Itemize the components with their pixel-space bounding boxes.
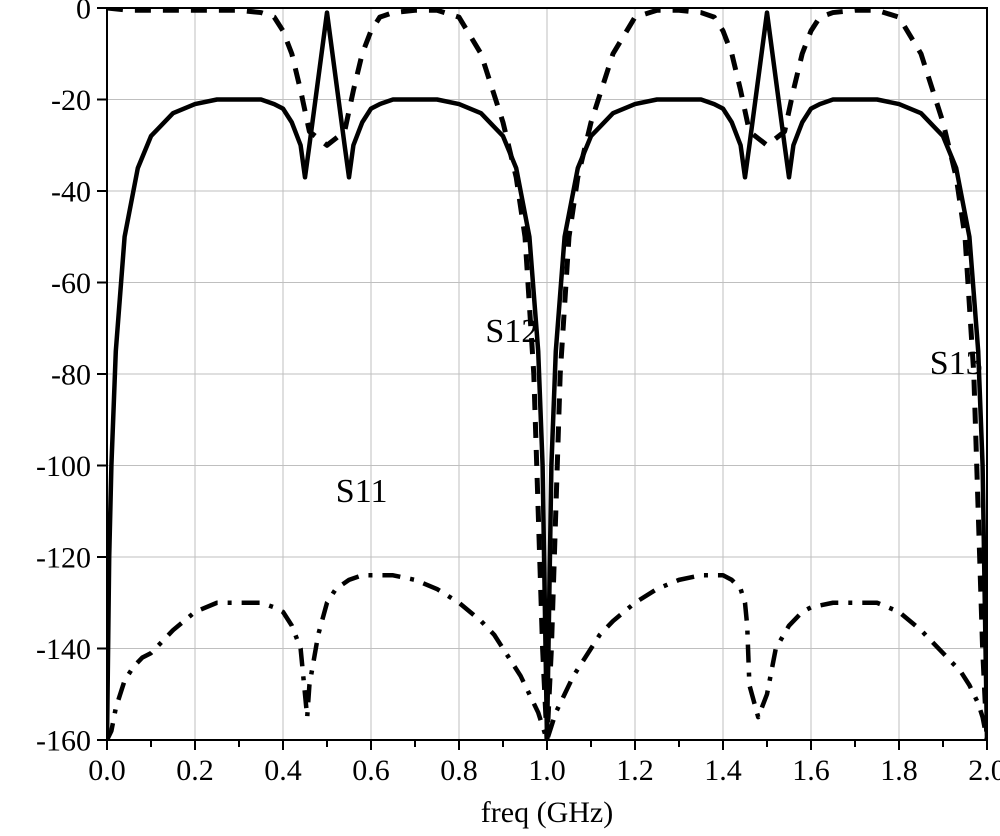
series-label-s11: S11 xyxy=(336,473,388,510)
x-tick-label: 0.4 xyxy=(264,754,302,787)
x-tick-label: 1.4 xyxy=(704,754,742,787)
y-tick-label: -80 xyxy=(51,359,91,392)
x-tick-label: 0.0 xyxy=(88,754,126,787)
series-label-s13: S13 xyxy=(930,345,983,382)
x-tick-label: 1.6 xyxy=(792,754,830,787)
y-tick-label: -140 xyxy=(36,633,91,666)
x-tick-label: 1.2 xyxy=(616,754,654,787)
y-tick-label: -160 xyxy=(36,725,91,758)
x-tick-label: 1.0 xyxy=(528,754,566,787)
y-tick-label: -40 xyxy=(51,176,91,209)
x-tick-label: 1.8 xyxy=(880,754,918,787)
x-tick-label: 0.2 xyxy=(176,754,214,787)
y-tick-label: -100 xyxy=(36,450,91,483)
x-tick-label: 2.0 xyxy=(968,754,1000,787)
y-tick-label: -20 xyxy=(51,84,91,117)
series-label-s12: S12 xyxy=(485,313,538,350)
s-parameter-chart: 0.0 0.2 0.4 0.6 0.8 1.0 1.2 1.4 1.6 1.8 2.0 -160 -14… xyxy=(0,0,1000,836)
x-tick-label: 0.8 xyxy=(440,754,478,787)
y-tick-label: 0 xyxy=(76,0,91,26)
x-axis-label: freq (GHz) xyxy=(481,796,613,829)
y-tick-label: -60 xyxy=(51,267,91,300)
y-tick-label: -120 xyxy=(36,542,91,575)
x-tick-label: 0.6 xyxy=(352,754,390,787)
